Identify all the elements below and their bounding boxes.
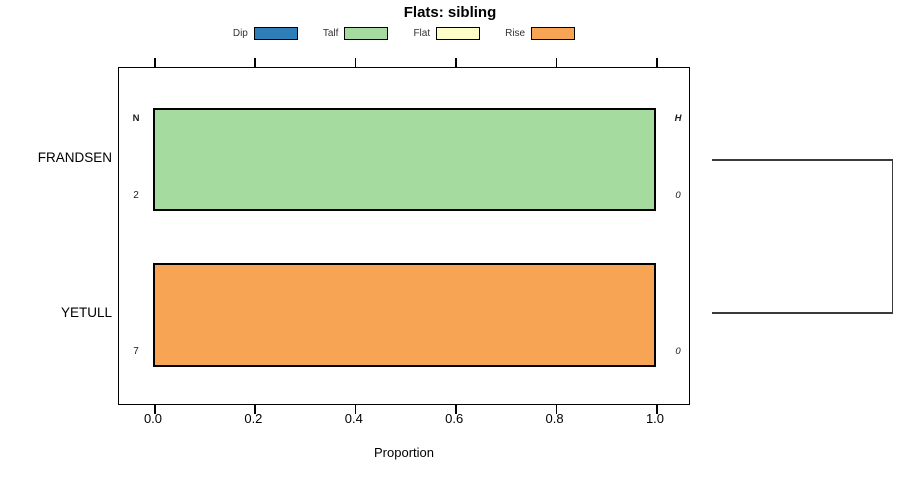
legend-swatch-rise [531,26,576,40]
x-tick-label: 1.0 [645,411,665,426]
dendrogram-vertical-line [891,159,893,314]
x-tick-label: 0.6 [445,411,464,426]
legend-entry-flat: Flat [413,26,481,40]
legend-label-flat: Flat [413,27,431,39]
h-header: H [674,113,682,124]
legend: Dip Talf Flat Rise [118,25,690,41]
n-value-yetull: 7 [133,346,139,357]
legend-label-dip: Dip [232,27,248,39]
x-tick-bottom [254,405,256,414]
legend-swatch-flat [436,26,481,40]
x-tick-label: 0.4 [344,411,363,426]
h-value-yetull: 0 [675,346,681,357]
x-tick-label: 0.2 [244,411,263,426]
y-category-label-yetull: YETULL [60,305,112,320]
x-tick-top [656,58,658,67]
legend-entry-dip: Dip [232,26,298,40]
n-value-frandsen: 2 [133,190,139,201]
x-tick-top [555,58,558,67]
x-tick-bottom [154,405,156,414]
x-tick-bottom [455,405,457,414]
legend-entry-talf: Talf [322,26,389,40]
n-header: N [132,113,140,124]
legend-label-talf: Talf [322,27,339,39]
x-axis-title: Proportion [374,445,434,460]
legend-swatch-dip [253,26,298,40]
x-tick-top [154,58,156,67]
dendrogram-top-line [712,159,893,161]
x-tick-bottom [555,405,558,414]
x-tick-top [455,58,457,67]
legend-label-rise: Rise [505,27,526,39]
x-tick-top [354,58,357,67]
dendrogram-bottom-line [712,312,893,314]
legend-entry-rise: Rise [505,26,576,40]
x-tick-bottom [656,405,658,414]
plot-area: 2 0 7 0 N H [118,58,690,414]
h-value-frandsen: 0 [675,190,681,201]
x-tick-label: 0.0 [143,411,163,426]
chart-title: Flats: sibling [403,4,497,21]
bar-yetull [153,263,656,367]
y-category-label-frandsen: FRANDSEN [37,150,112,165]
x-tick-top [254,58,256,67]
x-tick-bottom [354,405,357,414]
bar-frandsen [153,108,656,211]
x-tick-label: 0.8 [545,411,564,426]
legend-swatch-talf [344,26,389,40]
